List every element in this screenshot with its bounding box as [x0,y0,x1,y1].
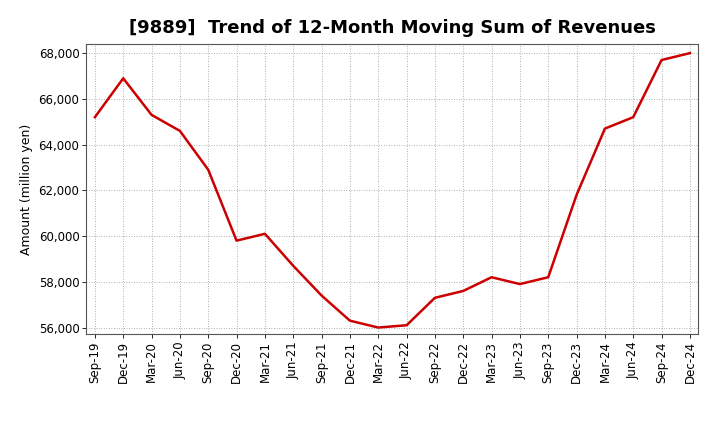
Y-axis label: Amount (million yen): Amount (million yen) [20,124,33,255]
Title: [9889]  Trend of 12-Month Moving Sum of Revenues: [9889] Trend of 12-Month Moving Sum of R… [129,19,656,37]
